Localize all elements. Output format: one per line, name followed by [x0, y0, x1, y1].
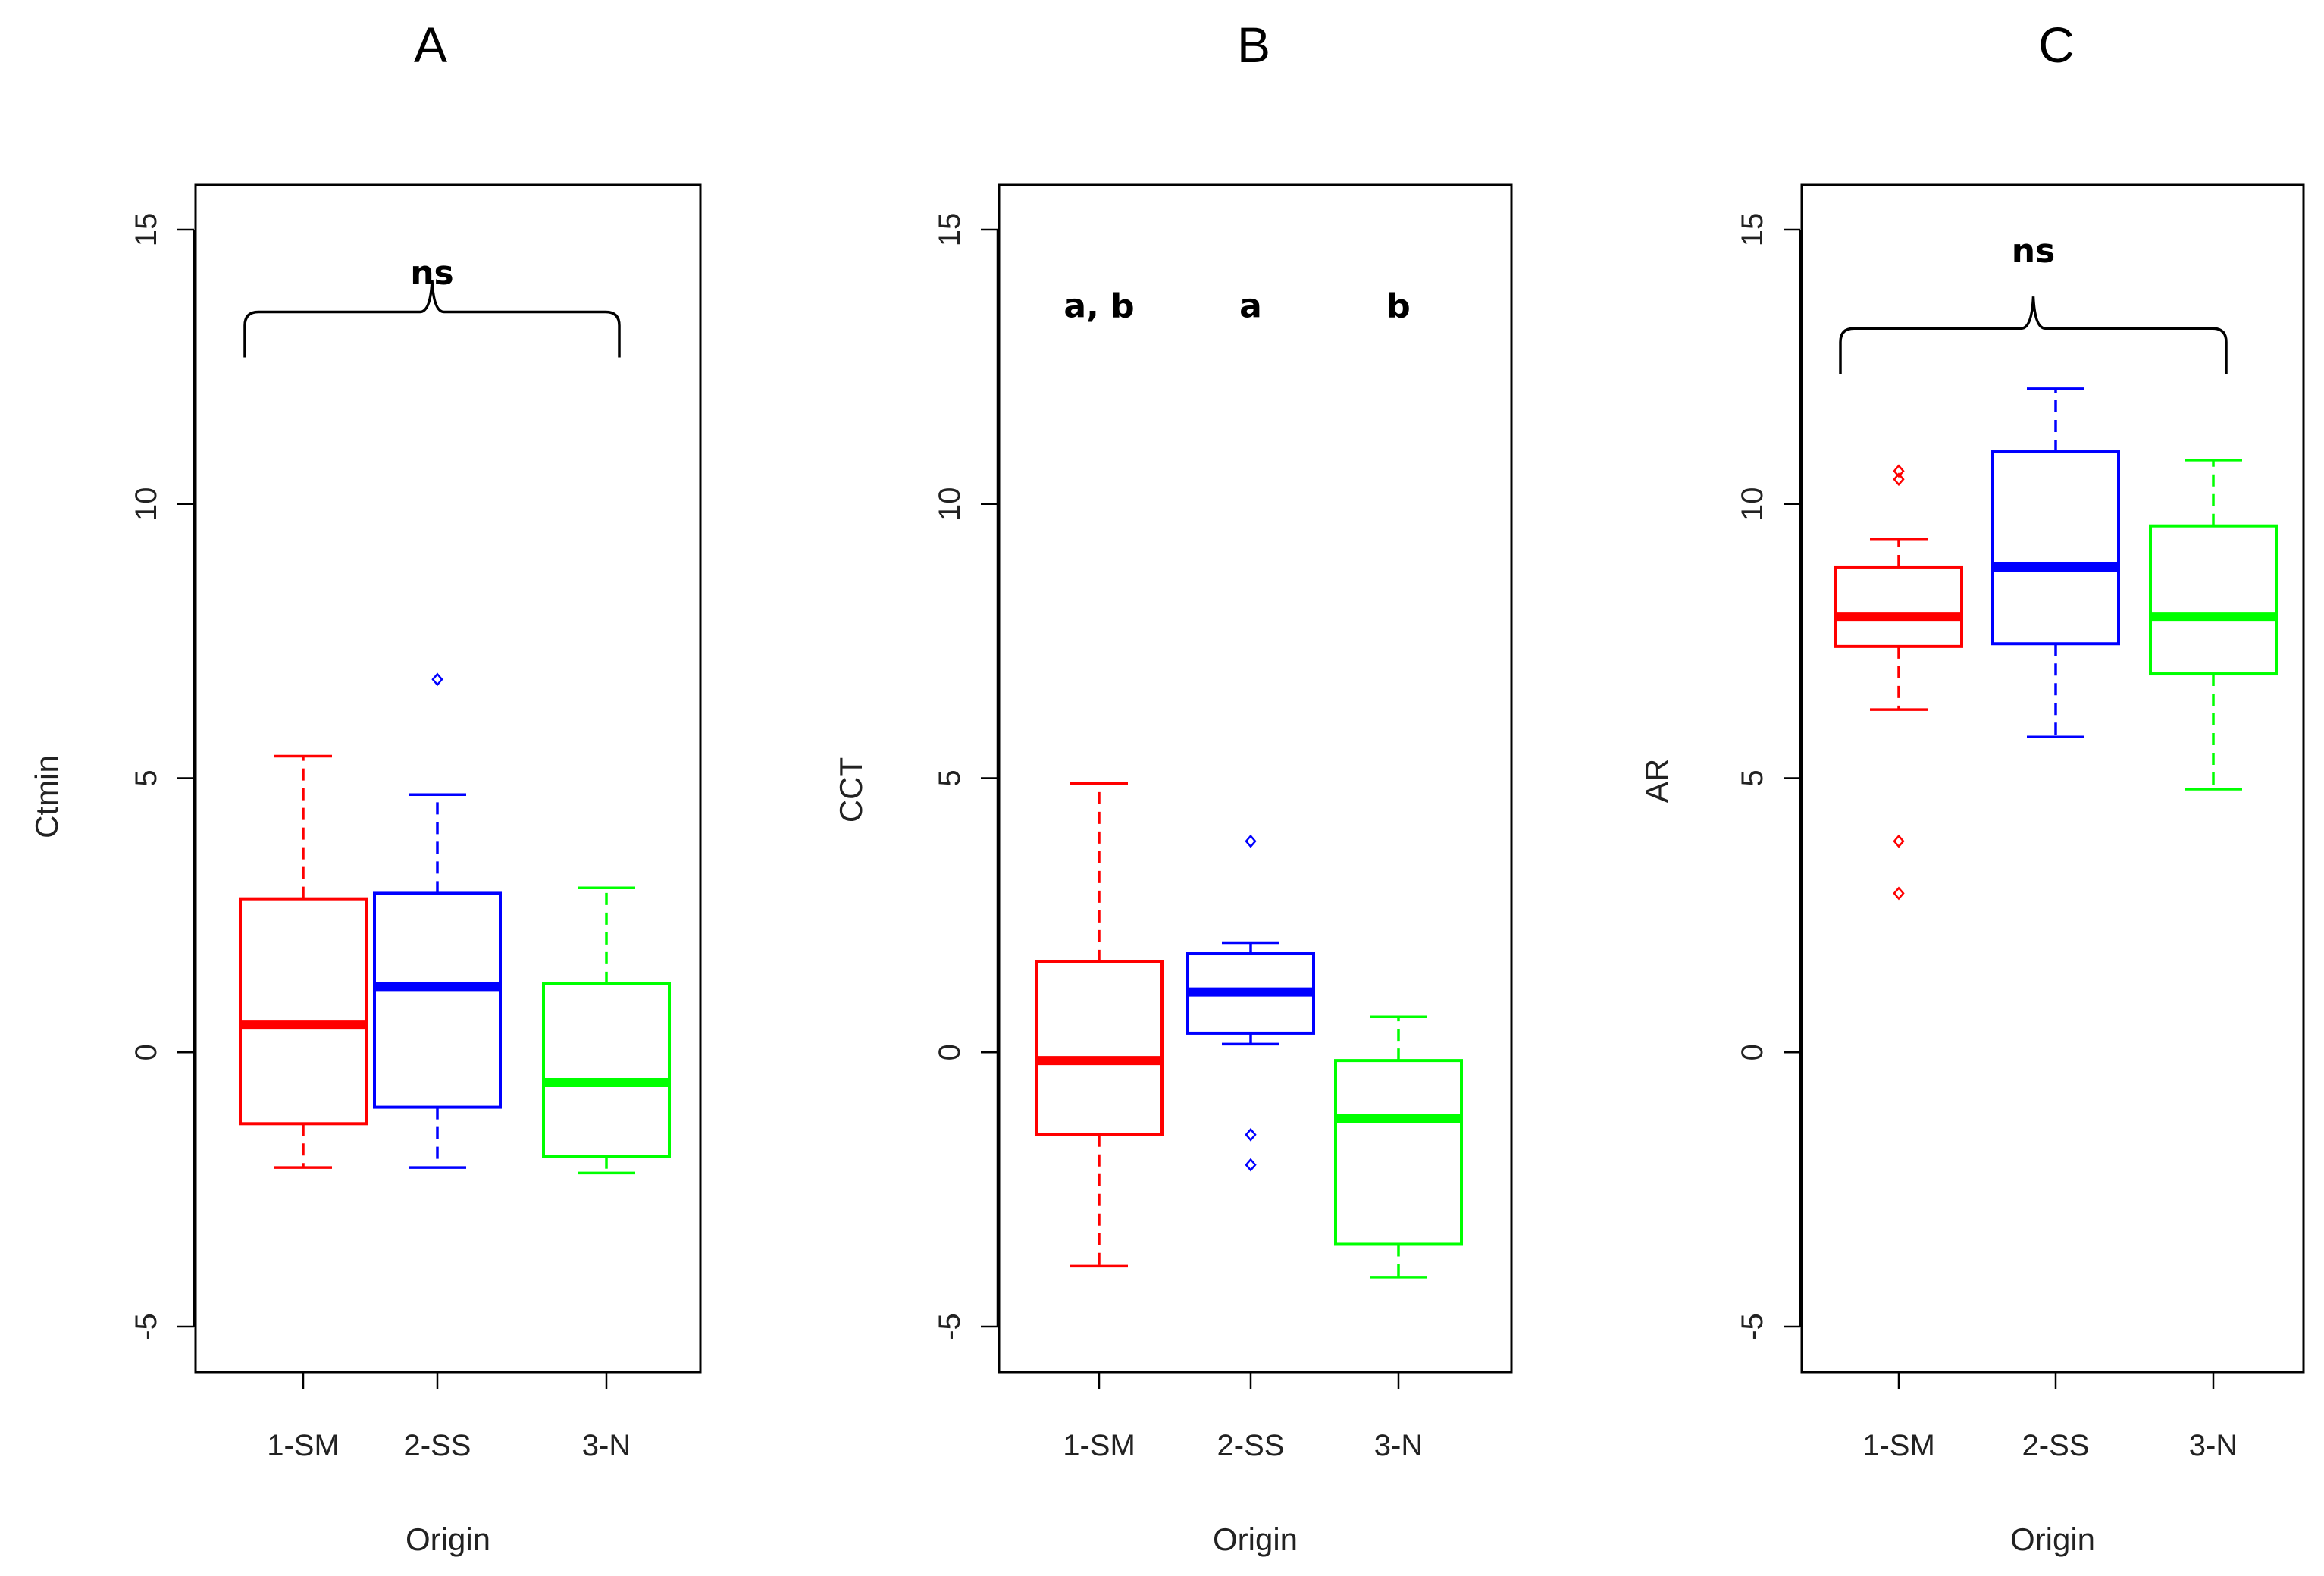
- brace: [1839, 296, 2228, 374]
- outlier-point: [431, 672, 443, 687]
- box-2-SS: [373, 672, 502, 1169]
- significance-label: a: [1239, 287, 1262, 325]
- box-1-SM: [1834, 464, 1963, 901]
- x-tick-label: 3-N: [582, 1429, 631, 1462]
- outlier-point: [1245, 834, 1257, 848]
- plot-frame: [194, 183, 702, 1374]
- outlier-point: [1893, 472, 1905, 487]
- y-tick-label: 0: [130, 1044, 163, 1061]
- box-2-SS: [1991, 387, 2120, 738]
- x-axis-title: Origin: [2010, 1521, 2095, 1557]
- y-tick-label: 5: [1736, 769, 1769, 786]
- outlier-point: [1893, 834, 1905, 848]
- y-axis-title: CCT: [833, 757, 869, 822]
- brace: [243, 280, 621, 358]
- x-tick-label: 1-SM: [1063, 1429, 1135, 1462]
- panel-b: B -5 0 5 10 15 CCT 1-SM 2-SS 3-N Origin a, b a b: [833, 17, 1513, 1557]
- y-tick-label: -5: [1736, 1313, 1769, 1340]
- significance-label: ns: [2012, 232, 2056, 271]
- iqr-box: [2149, 524, 2278, 676]
- box-1-SM: [1035, 782, 1164, 1268]
- y-tick-label: 5: [933, 769, 966, 786]
- iqr-box: [239, 897, 368, 1126]
- y-tick-label: 0: [1736, 1044, 1769, 1061]
- plot-frame: [1800, 183, 2305, 1374]
- y-tick-label: -5: [933, 1313, 966, 1340]
- box-2-SS: [1186, 834, 1315, 1172]
- iqr-box: [1991, 450, 2120, 646]
- outlier-point: [1893, 886, 1905, 901]
- outlier-point: [1893, 464, 1905, 478]
- y-tick-label: 10: [933, 487, 966, 522]
- panel-label: B: [1237, 17, 1270, 73]
- panel-a: A -5 0 5 10 15 Ctmin 1-SM 2-SS 3-N Origin ns: [29, 17, 702, 1557]
- x-tick-label: 1-SM: [267, 1429, 340, 1462]
- outlier-point: [1245, 1158, 1257, 1172]
- x-axis-title: Origin: [1213, 1521, 1298, 1557]
- y-tick-label: 15: [933, 213, 966, 247]
- y-tick-label: -5: [130, 1313, 163, 1340]
- x-tick-label: 2-SS: [1217, 1429, 1285, 1462]
- box-3-N: [542, 886, 671, 1175]
- panel-label: A: [414, 17, 447, 73]
- y-axis-title: Ctmin: [29, 755, 64, 838]
- significance-label: b: [1386, 287, 1411, 325]
- y-tick-label: 15: [130, 213, 163, 247]
- iqr-box: [1035, 960, 1164, 1136]
- y-tick-label: 5: [130, 769, 163, 786]
- iqr-box: [1834, 565, 1963, 648]
- plot-frame: [998, 183, 1513, 1374]
- iqr-box: [1334, 1059, 1463, 1246]
- y-axis-title: AR: [1639, 759, 1674, 803]
- panel-c: C -5 0 5 10 15 AR 1-SM 2-SS 3-N Origin ns: [1639, 17, 2305, 1557]
- x-axis-title: Origin: [406, 1521, 490, 1557]
- iqr-box: [542, 982, 671, 1158]
- significance-label: a, b: [1063, 287, 1134, 325]
- y-tick-label: 10: [130, 487, 163, 522]
- box-3-N: [1334, 1015, 1463, 1279]
- y-tick-label: 15: [1736, 213, 1769, 247]
- significance-label: ns: [410, 254, 454, 293]
- x-tick-label: 2-SS: [404, 1429, 471, 1462]
- x-tick-label: 3-N: [2189, 1429, 2238, 1462]
- y-tick-label: 0: [933, 1044, 966, 1061]
- panel-label: C: [2038, 17, 2075, 73]
- y-tick-label: 10: [1736, 487, 1769, 522]
- outlier-point: [1245, 1127, 1257, 1142]
- x-tick-label: 1-SM: [1862, 1429, 1935, 1462]
- x-tick-label: 2-SS: [2022, 1429, 2090, 1462]
- box-3-N: [2149, 459, 2278, 791]
- box-1-SM: [239, 754, 368, 1169]
- x-tick-label: 3-N: [1374, 1429, 1423, 1462]
- iqr-box: [373, 891, 502, 1109]
